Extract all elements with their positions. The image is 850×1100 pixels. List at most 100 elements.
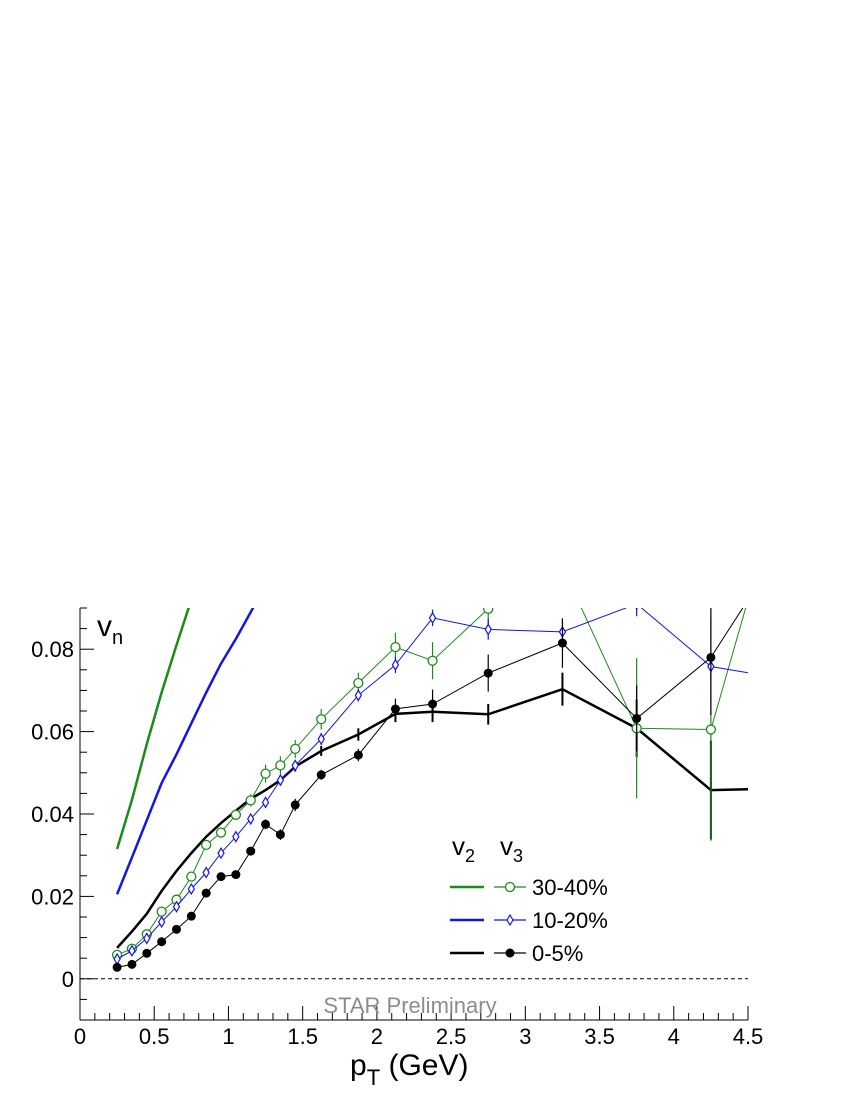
- data-point-v3-10-20: [232, 830, 240, 843]
- legend-label-10-20: 10-20%: [532, 908, 608, 933]
- y-axis-title: vn: [97, 610, 123, 649]
- data-point-v3-30-40: [230, 809, 242, 820]
- data-point-v3-30-40: [275, 760, 286, 771]
- data-point-v3-30-40: [201, 839, 212, 851]
- y-axis-title-main: v: [97, 610, 112, 643]
- data-point-v3-10-20: [157, 915, 166, 929]
- data-point-v3-10-20: [261, 796, 270, 809]
- data-point-v3-10-20: [276, 774, 285, 787]
- data-point-v3-30-40: [186, 871, 197, 882]
- x-tick-label: 1: [222, 1024, 234, 1049]
- data-point-v3-0-5: [261, 819, 271, 829]
- data-point-v3-30-40: [260, 768, 271, 779]
- data-point-v3-10-20: [291, 759, 299, 772]
- data-point-v3-30-40: [156, 906, 167, 917]
- data-point-v3-0-5: [290, 800, 300, 810]
- data-point-v3-30-40: [483, 608, 494, 614]
- x-axis-title-rest: (GeV): [380, 1049, 468, 1082]
- data-point-v3-30-40: [215, 827, 227, 838]
- series-line-v3-30-40: [116, 608, 747, 956]
- data-point-v3-0-5: [246, 846, 256, 856]
- legend-header-v2: v2: [452, 831, 475, 866]
- x-tick-label: 4: [668, 1024, 680, 1049]
- data-point-v3-10-20: [354, 689, 363, 702]
- data-point-v3-0-5: [112, 962, 122, 972]
- data-point-v3-30-40: [558, 562, 567, 571]
- legend-label-0-5: 0-5%: [532, 941, 583, 966]
- y-tick-label: 0.02: [31, 884, 74, 909]
- legend-marker-open-diamond: [506, 913, 514, 927]
- x-tick-label: 4.5: [733, 1024, 764, 1049]
- series-line-v3-10-20: [116, 608, 748, 960]
- data-point-v3-10-20: [143, 932, 151, 945]
- y-tick-label: 0: [62, 967, 74, 992]
- data-point-v3-0-5: [231, 870, 241, 880]
- x-tick-label: 3.5: [584, 1024, 615, 1049]
- series-line-v3-0-5: [117, 608, 744, 968]
- legend-marker-filled-circle: [505, 948, 515, 958]
- data-point-v3-0-5: [157, 937, 167, 947]
- data-point-v3-0-5: [216, 872, 226, 882]
- data-point-v3-10-20: [484, 623, 492, 636]
- x-tick-label: 0: [74, 1024, 86, 1049]
- series-line-v2-0-5: [116, 687, 748, 949]
- legend-marker-open-circle: [504, 881, 516, 893]
- legend: v2 v3 30-40% 10-20% 0-5%: [450, 831, 608, 966]
- data-point-v3-30-40: [316, 714, 327, 725]
- data-point-v3-10-20: [217, 846, 225, 860]
- series-layer: [111, 562, 748, 972]
- x-axis-title-sub: T: [367, 1065, 380, 1090]
- y-tick-label: 0.04: [31, 802, 74, 827]
- data-point-v3-0-5: [142, 948, 152, 958]
- x-axis-title: pT (GeV): [350, 1049, 469, 1090]
- data-point-v3-0-5: [557, 638, 567, 648]
- series-line-v2-10-20: [115, 608, 255, 895]
- data-point-v3-30-40: [390, 641, 401, 653]
- watermark-star-preliminary: STAR Preliminary: [323, 993, 496, 1018]
- data-point-v3-10-20: [247, 812, 255, 826]
- legend-header-v3-sub: 3: [513, 846, 523, 866]
- x-axis-title-main: p: [350, 1049, 367, 1082]
- data-point-v3-0-5: [483, 668, 493, 678]
- data-point-v3-0-5: [316, 770, 326, 780]
- y-axis-title-sub: n: [112, 627, 123, 649]
- data-point-v3-0-5: [127, 959, 137, 969]
- data-point-v3-10-20: [128, 944, 136, 957]
- data-point-v3-10-20: [635, 608, 638, 611]
- legend-header-v3: v3: [500, 831, 523, 866]
- data-point-v3-30-40: [427, 655, 438, 666]
- legend-header-v2-main: v: [452, 831, 465, 861]
- data-point-v3-10-20: [187, 882, 196, 896]
- data-point-v3-0-5: [390, 704, 400, 714]
- data-point-v3-0-5: [632, 713, 642, 723]
- data-point-v3-30-40: [290, 743, 301, 755]
- x-tick-label: 1.5: [287, 1024, 318, 1049]
- x-tick-label: 3: [519, 1024, 531, 1049]
- data-point-v3-10-20: [317, 732, 325, 746]
- x-tick-label: 2: [371, 1024, 383, 1049]
- data-point-v3-0-5: [275, 830, 285, 840]
- legend-header-v3-main: v: [500, 831, 513, 861]
- series-line-v2-30-40: [115, 608, 190, 850]
- y-tick-label: 0.08: [31, 637, 74, 662]
- data-point-v3-10-20: [391, 658, 400, 672]
- data-point-v3-0-5: [353, 750, 363, 760]
- data-point-v3-30-40: [353, 677, 364, 689]
- axis-labels-layer: 0 0.5 1 1.5 2 2.5 3 3.5 4 4.5 0 0.02 0.04 0.06 0.08: [31, 637, 763, 1049]
- data-point-v3-30-40: [245, 795, 256, 806]
- y-tick-label: 0.06: [31, 720, 74, 745]
- data-point-v3-0-5: [171, 924, 181, 934]
- x-tick-label: 2.5: [436, 1024, 467, 1049]
- x-tick-label: 0.5: [139, 1024, 170, 1049]
- data-point-v3-0-5: [428, 699, 438, 709]
- data-point-v3-30-40: [705, 724, 717, 735]
- legend-header-v2-sub: 2: [465, 846, 475, 866]
- data-point-v3-10-20: [172, 900, 181, 913]
- data-point-v3-0-5: [201, 888, 211, 898]
- data-point-v3-0-5: [186, 911, 196, 921]
- data-point-v3-10-20: [428, 611, 437, 625]
- data-point-v3-10-20: [202, 866, 210, 879]
- data-point-v3-0-5: [706, 652, 716, 662]
- axes-layer: [79, 607, 749, 1021]
